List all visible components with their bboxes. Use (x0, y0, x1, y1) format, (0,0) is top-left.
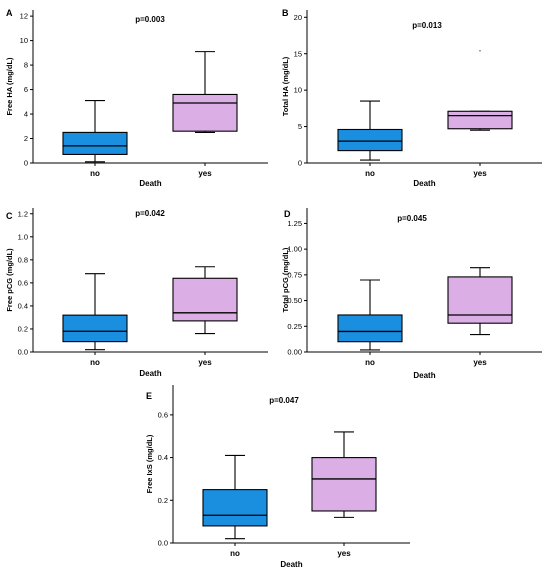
y-tick-label: 0.0 (158, 539, 168, 548)
y-tick-label: 1.00 (287, 245, 302, 254)
iqr-box (337, 128, 403, 152)
p-value: p=0.047 (269, 396, 299, 405)
y-tick-label: 0 (24, 159, 28, 168)
box-no: no (62, 273, 128, 367)
y-axis-label: Total HA (mg/dL) (281, 56, 290, 116)
y-tick-label: 0.25 (287, 322, 302, 331)
y-axis-label: Free HA (mg/dL) (5, 57, 14, 116)
y-tick-label: 0.2 (158, 496, 168, 505)
y-tick-label: 6 (24, 85, 28, 94)
iqr-box (447, 110, 513, 130)
y-axis-label: Free IxS (mg/dL) (145, 434, 154, 493)
y-tick-label: 1.0 (18, 232, 28, 241)
x-axis-label: Death (413, 179, 435, 188)
x-axis-label: Death (413, 371, 435, 380)
y-tick-label: 0.6 (18, 278, 28, 287)
y-tick-label: 0.6 (158, 410, 168, 419)
x-tick-label: yes (473, 358, 487, 367)
iqr-box (311, 457, 377, 512)
y-tick-label: 12 (20, 12, 28, 21)
x-tick-label: yes (337, 549, 351, 558)
box-yes: yes (172, 51, 238, 178)
x-axis-label: Death (139, 179, 161, 188)
p-value: p=0.042 (135, 209, 165, 218)
y-tick-label: 10 (20, 36, 28, 45)
x-tick-label: yes (473, 169, 487, 178)
y-tick-label: 0.4 (158, 453, 168, 462)
panel-e: 0.0 0.2 0.4 0.6 E p=0.047 Death Free IxS (mg/dL… (145, 385, 410, 569)
p-value: p=0.045 (397, 214, 427, 223)
panel-b: 0 5 10 15 20 Bp=0.013 Death Total HA (mg/dL) no y… (281, 8, 542, 188)
panel-letter: E (146, 391, 152, 401)
x-tick-label: yes (198, 358, 212, 367)
y-tick-label: 20 (294, 13, 302, 22)
y-tick-label: 0.00 (287, 348, 302, 357)
iqr-box (62, 314, 128, 343)
y-tick-label: 1.25 (287, 219, 302, 228)
box-yes: yes (447, 49, 513, 178)
y-tick-label: 5 (298, 122, 302, 131)
panel-d: 0.00 0.25 0.50 0.75 1.00 1.25D p=0.045 Death Tot… (281, 208, 542, 380)
outlier-point (479, 49, 481, 52)
x-tick-label: no (90, 358, 100, 367)
p-value: p=0.003 (135, 15, 165, 24)
x-tick-label: yes (198, 169, 212, 178)
y-tick-label: 15 (294, 49, 302, 58)
iqr-box (62, 131, 128, 155)
panel-c: 0.0 0.2 0.4 0.6 0.8 1.0 1.2 C p=0.042 Death Free p… (5, 208, 268, 378)
y-tick-label: 0.2 (18, 325, 28, 334)
panel-a: 0 2 4 6 8 10 12 Ap=0.003 Death Free HA (mg/dL) no y… (5, 8, 268, 188)
box-yes: yes (447, 267, 513, 367)
x-tick-label: no (90, 169, 100, 178)
x-tick-label: no (365, 358, 375, 367)
box-no: no (202, 454, 268, 558)
x-axis-label: Death (139, 369, 161, 378)
x-tick-label: no (230, 549, 240, 558)
y-tick-label: 0.8 (18, 255, 28, 264)
iqr-box (172, 93, 238, 132)
panel-letter: A (6, 8, 13, 18)
x-axis-label: Death (280, 560, 302, 569)
p-value: p=0.013 (412, 21, 442, 30)
box-no: no (62, 100, 128, 178)
y-axis-label: Total pCG (mg/dL) (281, 247, 290, 312)
panel-letter: C (6, 211, 13, 221)
y-axis-label: Free pCG (mg/dL) (5, 248, 14, 312)
box-no: no (337, 279, 403, 367)
panel-letter: D (284, 209, 291, 219)
iqr-box (172, 277, 238, 322)
y-tick-label: 4 (24, 110, 28, 119)
y-tick-label: 0.4 (18, 302, 28, 311)
x-tick-label: no (365, 169, 375, 178)
y-tick-label: 10 (294, 86, 302, 95)
y-tick-label: 2 (24, 134, 28, 143)
iqr-box (202, 489, 268, 527)
panel-letter: B (282, 8, 289, 18)
y-tick-label: 0.75 (287, 270, 302, 279)
box-yes: yes (311, 431, 377, 558)
y-tick-label: 1.2 (18, 209, 28, 218)
iqr-box (337, 314, 403, 343)
y-tick-label: 8 (24, 61, 28, 70)
y-tick-label: 0 (298, 159, 302, 168)
box-no: no (337, 100, 403, 178)
y-tick-label: 0.50 (287, 296, 302, 305)
y-tick-label: 0.0 (18, 348, 28, 357)
iqr-box (447, 276, 513, 324)
box-yes: yes (172, 266, 238, 367)
